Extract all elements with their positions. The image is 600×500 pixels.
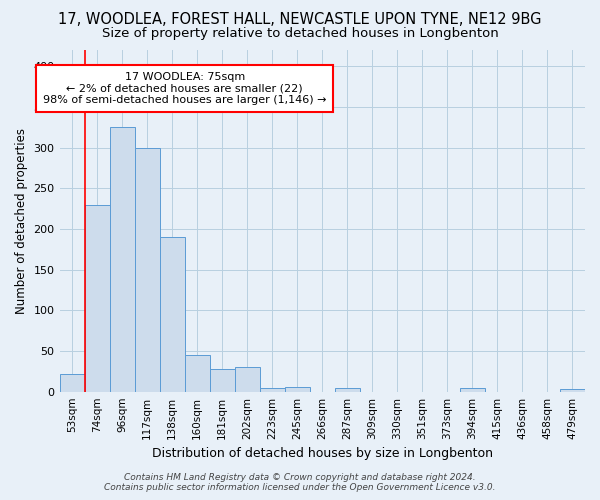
Bar xyxy=(335,388,360,392)
X-axis label: Distribution of detached houses by size in Longbenton: Distribution of detached houses by size … xyxy=(152,447,493,460)
Text: 17, WOODLEA, FOREST HALL, NEWCASTLE UPON TYNE, NE12 9BG: 17, WOODLEA, FOREST HALL, NEWCASTLE UPON… xyxy=(58,12,542,28)
Text: Size of property relative to detached houses in Longbenton: Size of property relative to detached ho… xyxy=(101,28,499,40)
Bar xyxy=(260,388,285,392)
Bar xyxy=(185,355,209,392)
Y-axis label: Number of detached properties: Number of detached properties xyxy=(15,128,28,314)
Bar xyxy=(134,148,160,392)
Bar xyxy=(110,128,134,392)
Bar xyxy=(235,368,260,392)
Bar xyxy=(160,237,185,392)
Text: 17 WOODLEA: 75sqm
← 2% of detached houses are smaller (22)
98% of semi-detached : 17 WOODLEA: 75sqm ← 2% of detached house… xyxy=(43,72,326,105)
Bar xyxy=(209,369,235,392)
Bar xyxy=(560,389,585,392)
Bar xyxy=(285,387,310,392)
Bar xyxy=(85,204,110,392)
Bar xyxy=(460,388,485,392)
Bar xyxy=(59,374,85,392)
Text: Contains HM Land Registry data © Crown copyright and database right 2024.
Contai: Contains HM Land Registry data © Crown c… xyxy=(104,473,496,492)
